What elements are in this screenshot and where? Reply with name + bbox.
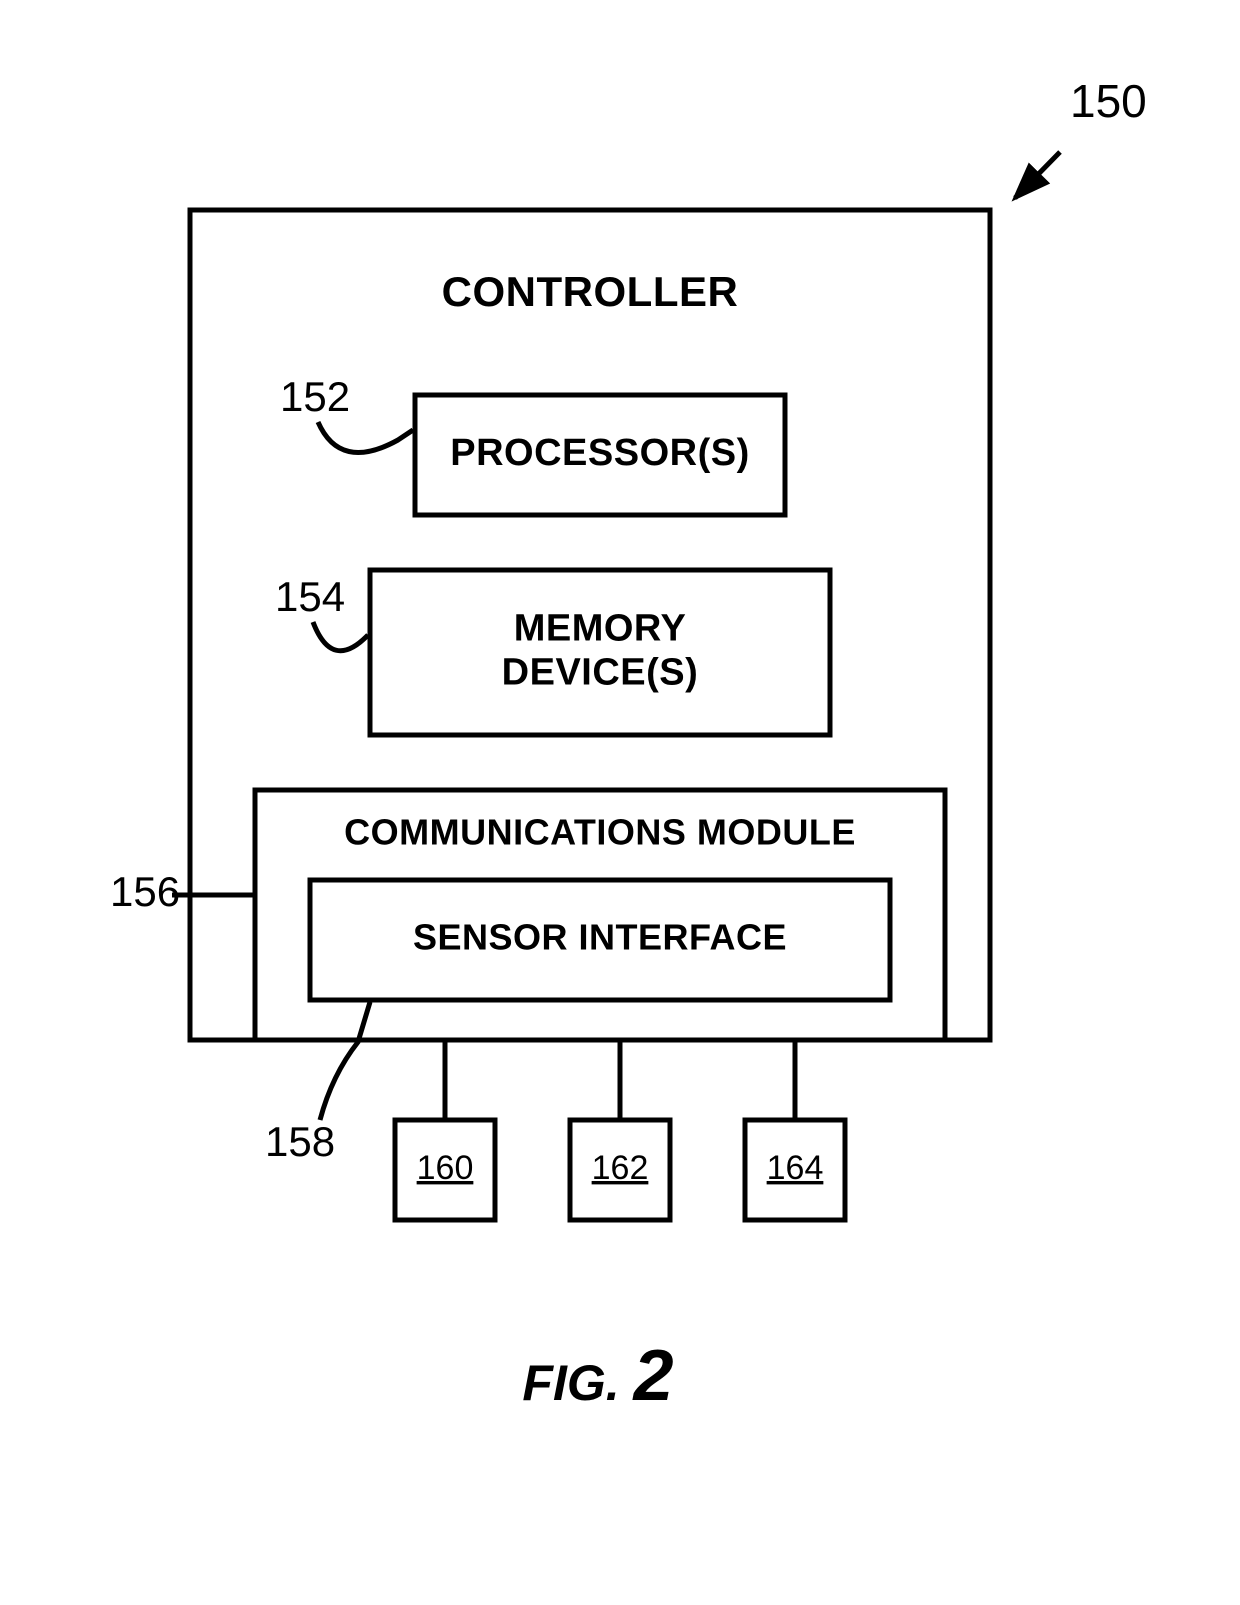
ref-arrow-150 bbox=[1015, 152, 1060, 198]
ref-leader-154 bbox=[313, 622, 368, 651]
controller-block-diagram: CONTROLLER 150 PROCESSOR(S) 152 MEMORY D… bbox=[0, 0, 1240, 1605]
figure-caption: FIG. 2 bbox=[522, 1336, 673, 1416]
ref-leader-158 bbox=[320, 1002, 370, 1120]
sensor-blocks: 160 162 164 bbox=[395, 1040, 845, 1220]
comms-label: COMMUNICATIONS MODULE bbox=[344, 812, 856, 853]
ref-leader-152 bbox=[318, 422, 413, 452]
processor-label: PROCESSOR(S) bbox=[450, 432, 749, 474]
ref-num-150: 150 bbox=[1070, 75, 1147, 127]
sensor-interface-label: SENSOR INTERFACE bbox=[413, 917, 787, 958]
memory-label-line2: DEVICE(S) bbox=[502, 652, 699, 694]
sensor-ref-num: 162 bbox=[592, 1149, 649, 1187]
controller-label: CONTROLLER bbox=[442, 268, 739, 315]
ref-num-156: 156 bbox=[110, 868, 180, 915]
ref-num-158: 158 bbox=[265, 1118, 335, 1165]
memory-label-line1: MEMORY bbox=[514, 608, 687, 650]
sensor-ref-num: 164 bbox=[767, 1149, 824, 1187]
ref-num-152: 152 bbox=[280, 373, 350, 420]
sensor-ref-num: 160 bbox=[417, 1149, 474, 1187]
ref-num-154: 154 bbox=[275, 573, 345, 620]
